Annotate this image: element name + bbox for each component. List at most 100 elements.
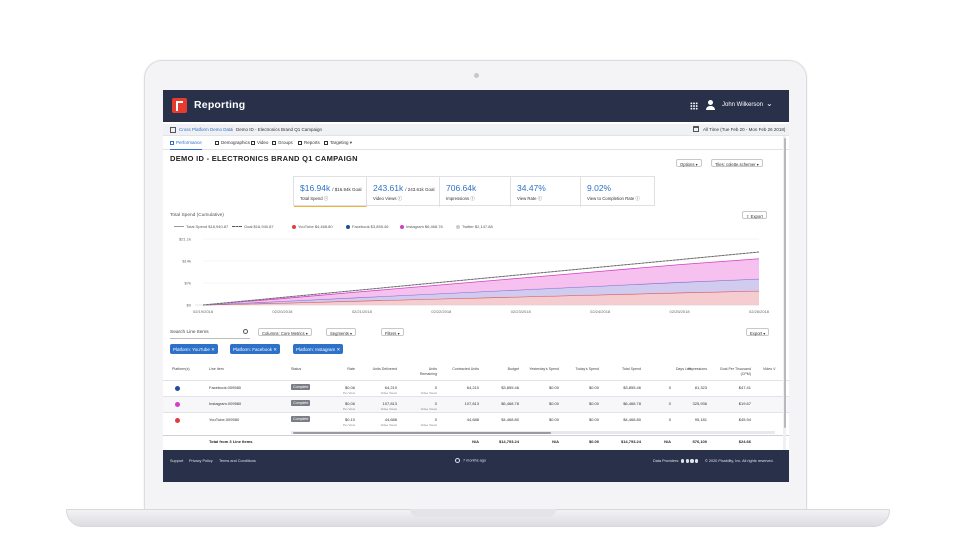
tab-video[interactable]: Video [251, 140, 268, 150]
column-header[interactable]: Platform(s) [172, 367, 190, 371]
people-icon [215, 140, 219, 145]
tab-bar: Performance Demographics Video Groups Re… [163, 137, 789, 150]
search-input[interactable]: Search Line Items [170, 330, 209, 335]
kpi-total-spend[interactable]: $16.94k / $16.94k Goal Total Spend ⓘ [294, 177, 367, 207]
filter-chip-instagram[interactable]: Platform: Instagram ✕ [293, 344, 344, 354]
apps-grid-icon[interactable] [690, 102, 698, 110]
remaining-cell: 0 Video Views [407, 417, 437, 427]
footer-link-support[interactable]: Support [170, 459, 184, 463]
today-cell: $0.00 [588, 417, 599, 422]
filter-chip-facebook[interactable]: Platform: Facebook ✕ [230, 344, 281, 354]
table-row[interactable]: Facebook.009580 Complete $0.06 Per View 6… [163, 380, 789, 396]
column-header[interactable]: Status [291, 367, 302, 371]
kpi-label: Total Spend ⓘ [300, 196, 329, 201]
column-header[interactable]: Line Item [209, 367, 224, 371]
youtube-icon [175, 418, 180, 423]
chart-export-button[interactable]: ⇪ Export [742, 211, 767, 219]
remaining-cell: 0 Video Views [407, 401, 437, 411]
kpi-value: $16.94k / $16.94k Goal [300, 183, 362, 193]
column-header[interactable]: Video V [763, 367, 776, 371]
user-name[interactable]: John Wilkerson [722, 102, 764, 108]
options-button[interactable]: Options ▾ [676, 159, 702, 167]
column-header[interactable]: Units Remaining [419, 367, 437, 376]
kpi-impressions[interactable]: 706.64k Impressions ⓘ [440, 177, 511, 207]
legend-swatch [232, 226, 242, 227]
tab-reports[interactable]: Reports [298, 140, 320, 150]
kpi-label: View Rate ⓘ [517, 196, 542, 201]
column-header[interactable]: Days Left [675, 367, 691, 371]
line-total-spend [202, 251, 760, 306]
tab-groups[interactable]: Groups [272, 140, 293, 150]
tab-targeting[interactable]: Targeting ▾ [324, 140, 352, 150]
date-range-picker[interactable]: All Time (Tue Feb 20 - Mon Feb 26 2018) [703, 127, 786, 132]
line-item-name[interactable]: Instagram.009580 [209, 401, 242, 406]
line-item-name[interactable]: YouTube.009580 [209, 417, 240, 422]
tab-label: Reports [304, 140, 320, 145]
column-header[interactable]: Total Spend [622, 367, 641, 371]
twitter-icon[interactable] [694, 459, 699, 463]
footer-link-privacy[interactable]: Privacy Policy [189, 459, 213, 463]
tab-label: Demographics [221, 140, 251, 145]
column-header[interactable]: Budget [507, 367, 519, 371]
filters-button[interactable]: Filters ▾ [381, 328, 404, 336]
status-badge: Complete [291, 400, 311, 406]
rate-value: $0.06 [344, 385, 355, 390]
legend-goal[interactable]: Goal $16,940.87 [232, 224, 274, 229]
legend-label: Total Spend $16,940.87 [186, 224, 229, 229]
legend-label: Twitter $2,147.88 [462, 224, 493, 229]
line-item-name[interactable]: Facebook.009580 [209, 385, 242, 390]
facebook-icon[interactable] [685, 459, 690, 463]
breadcrumb: Cross Platform Demo Data / Demo ID - Ele… [163, 124, 789, 136]
impressions-cell: 95,181 [694, 417, 707, 422]
yesterday-cell: $0.00 [548, 417, 559, 422]
legend-facebook[interactable]: Facebook $3,855.46 [346, 224, 388, 229]
instagram-icon[interactable] [690, 459, 694, 463]
search-icon[interactable] [243, 329, 248, 334]
table-row[interactable]: YouTube.009580 Complete $0.10 Per View 44… [163, 412, 789, 428]
app-logo-icon[interactable] [172, 98, 187, 113]
kpi-completion-rate[interactable]: 9.02% View to Completion Rate ⓘ [581, 177, 656, 207]
delivered-cell: 107,813 Video Views [367, 401, 397, 411]
column-header[interactable]: Rate [347, 367, 355, 371]
table-horizontal-scrollbar[interactable] [291, 431, 775, 434]
chevron-down-icon[interactable]: ⌄ [766, 99, 773, 108]
legend-instagram[interactable]: Instagram $6,468.76 [400, 224, 443, 229]
legend-twitter[interactable]: Twitter $2,147.88 [456, 224, 493, 229]
column-header[interactable]: Yesterday's Spend [529, 367, 559, 371]
columns-button[interactable]: Columns: Core Metrics ▾ [258, 328, 312, 336]
app-title: Reporting [194, 99, 246, 111]
user-icon[interactable] [706, 100, 715, 110]
table-row[interactable]: Instagram.009580 Complete $0.06 Per View … [163, 396, 789, 412]
tab-demographics[interactable]: Demographics [215, 140, 250, 150]
x-tick-label: 02/19/2018 [193, 309, 214, 314]
table-export-button[interactable]: Export ▾ [746, 328, 770, 336]
column-header[interactable]: Impressions [687, 367, 707, 371]
instagram-icon [400, 224, 404, 229]
column-header[interactable]: Contracted Units [452, 367, 479, 371]
scrollbar-thumb[interactable] [293, 431, 551, 434]
column-header[interactable]: Goal Per Thousand (CPM) [719, 367, 751, 376]
column-header[interactable]: Units Delivered [372, 367, 397, 371]
youtube-icon[interactable] [680, 459, 685, 463]
impressions-cell: 325,936 [692, 401, 707, 406]
kpi-video-views[interactable]: 243.61k/ 243.61k Goal Video Views ⓘ [367, 177, 440, 207]
column-header[interactable]: Today's Spend [575, 367, 599, 371]
breadcrumb-parent[interactable]: Cross Platform Demo Data [179, 127, 233, 132]
legend-total-spend[interactable]: Total Spend $16,940.87 [174, 224, 228, 229]
building-icon [170, 127, 176, 133]
yesterday-cell: $0.00 [548, 401, 559, 406]
kpi-value: 706.64k [446, 183, 476, 193]
legend-youtube[interactable]: YouTube $4,468.80 [292, 224, 333, 229]
remaining-unit: Video Views [420, 423, 437, 427]
scrollbar-thumb[interactable] [783, 138, 786, 428]
kpi-view-rate[interactable]: 34.47% View Rate ⓘ [511, 177, 581, 207]
calendar-icon[interactable] [693, 126, 699, 132]
rate-cell: $0.10 Per View [327, 417, 355, 427]
filter-chip-youtube[interactable]: Platform: YouTube ✕ [170, 344, 218, 354]
segments-button[interactable]: Segments ▾ [326, 328, 357, 336]
tiles-button[interactable]: Tiles: colette.schemer ▾ [711, 159, 763, 167]
contracted-cell: 107,813 [464, 401, 479, 406]
tab-performance[interactable]: Performance [170, 140, 202, 150]
footer-link-terms[interactable]: Terms and Conditions [219, 459, 256, 463]
page-vertical-scrollbar[interactable] [783, 136, 786, 450]
